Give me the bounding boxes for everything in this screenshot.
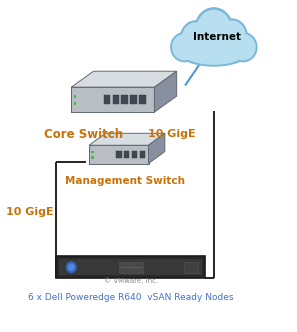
Text: © VMware, Inc.: © VMware, Inc.: [104, 277, 158, 284]
FancyBboxPatch shape: [74, 102, 76, 105]
FancyBboxPatch shape: [91, 156, 94, 159]
FancyBboxPatch shape: [124, 151, 129, 158]
FancyBboxPatch shape: [121, 95, 128, 104]
Ellipse shape: [230, 33, 257, 62]
Polygon shape: [89, 145, 148, 163]
FancyBboxPatch shape: [74, 95, 76, 98]
FancyBboxPatch shape: [139, 95, 146, 104]
FancyBboxPatch shape: [91, 151, 94, 153]
Ellipse shape: [231, 34, 256, 60]
FancyBboxPatch shape: [132, 151, 137, 158]
Ellipse shape: [182, 22, 210, 54]
FancyBboxPatch shape: [104, 95, 110, 104]
Ellipse shape: [218, 21, 246, 52]
Text: Management Switch: Management Switch: [65, 176, 185, 186]
Ellipse shape: [180, 39, 248, 66]
Ellipse shape: [172, 34, 197, 60]
Polygon shape: [148, 133, 165, 163]
Ellipse shape: [195, 8, 233, 50]
Ellipse shape: [197, 10, 231, 48]
Ellipse shape: [183, 41, 245, 65]
Polygon shape: [154, 71, 177, 112]
Text: Core Switch: Core Switch: [44, 128, 123, 141]
Ellipse shape: [171, 33, 198, 62]
Ellipse shape: [181, 21, 211, 55]
Text: 6 x Dell Poweredge R640  vSAN Ready Nodes: 6 x Dell Poweredge R640 vSAN Ready Nodes: [28, 292, 233, 302]
Polygon shape: [71, 71, 177, 87]
Circle shape: [67, 262, 76, 273]
Circle shape: [69, 264, 74, 270]
FancyBboxPatch shape: [56, 256, 205, 278]
FancyBboxPatch shape: [59, 259, 202, 276]
FancyBboxPatch shape: [119, 262, 143, 273]
Polygon shape: [89, 133, 165, 145]
Text: 10 GigE: 10 GigE: [148, 129, 196, 139]
FancyBboxPatch shape: [113, 95, 119, 104]
Text: 10 GigE: 10 GigE: [6, 208, 53, 217]
Text: Internet: Internet: [193, 32, 241, 42]
FancyBboxPatch shape: [116, 151, 122, 158]
Polygon shape: [71, 87, 154, 112]
FancyBboxPatch shape: [130, 95, 137, 104]
FancyBboxPatch shape: [140, 151, 145, 158]
Ellipse shape: [217, 19, 247, 53]
FancyBboxPatch shape: [184, 262, 198, 273]
